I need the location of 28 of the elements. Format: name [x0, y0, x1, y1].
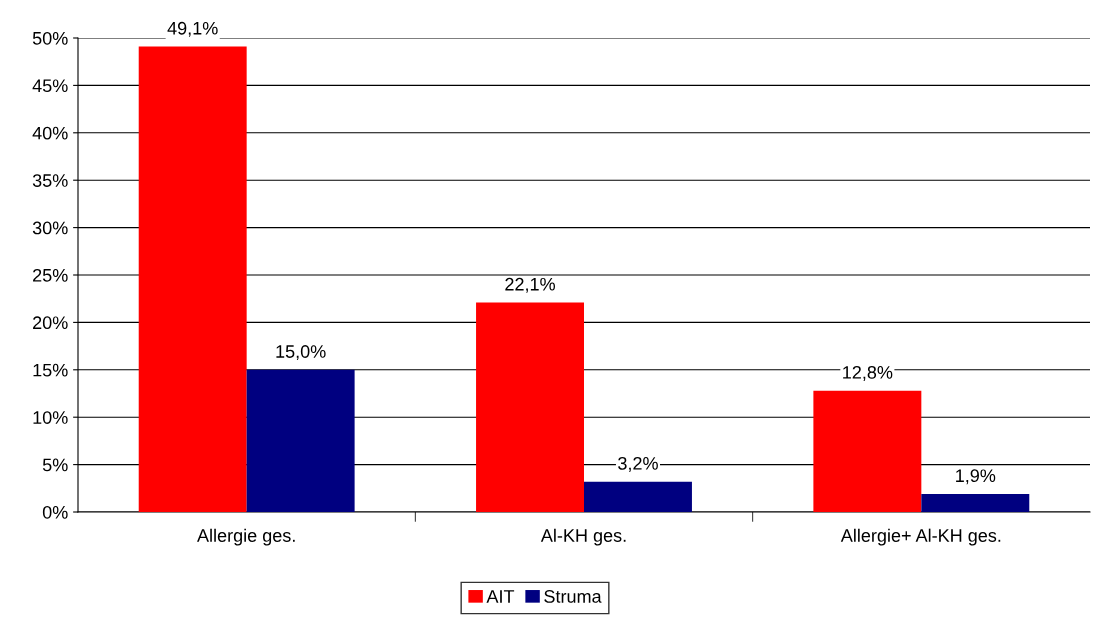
data-label: 15,0% [276, 345, 326, 361]
y-tick-label: 0% [42, 505, 68, 519]
y-tick-label: 25% [33, 268, 68, 282]
x-tick-label: Allergie ges. [197, 528, 295, 546]
bar [921, 493, 1030, 512]
legend-label: AIT [486, 590, 515, 603]
bar [476, 302, 584, 512]
x-tick-label: Allergie+ Al-KH ges. [840, 528, 1001, 546]
x-tick-label: Al-KH ges. [540, 528, 626, 546]
bar [584, 481, 692, 512]
data-label: 22,1% [505, 277, 555, 293]
data-label: 49,1% [167, 21, 218, 37]
data-label: 1,9% [956, 469, 996, 485]
data-label: 12,8% [843, 365, 893, 381]
data-label: 3,2% [618, 456, 658, 472]
bar [813, 390, 922, 512]
y-tick-label: 30% [32, 221, 68, 235]
y-tick-label: 35% [32, 174, 68, 187]
bar [246, 369, 355, 512]
y-tick-label: 50% [32, 31, 68, 45]
y-tick-label: 5% [42, 458, 68, 472]
y-tick-label: 20% [33, 316, 68, 330]
y-tick-label: 40% [32, 126, 68, 140]
y-tick-label: 15% [33, 363, 68, 377]
legend-label: Struma [544, 590, 602, 603]
y-tick-label: 45% [32, 79, 68, 93]
bar [138, 46, 247, 512]
y-tick-label: 10% [33, 411, 68, 424]
